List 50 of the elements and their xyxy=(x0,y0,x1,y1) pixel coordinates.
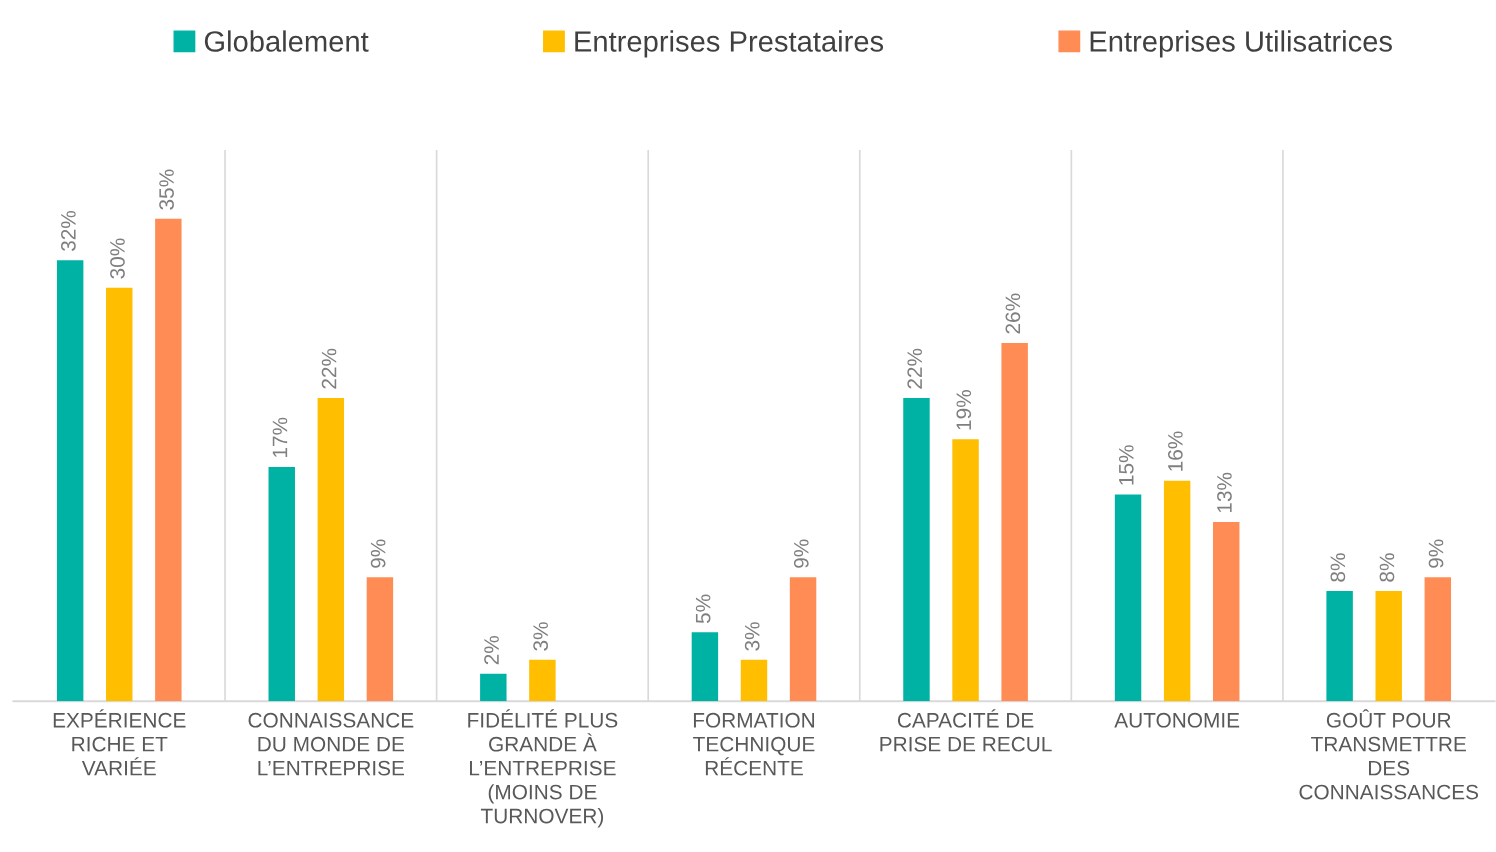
bar xyxy=(740,659,768,702)
data-label: 16% xyxy=(1167,431,1183,471)
bar xyxy=(366,577,394,702)
bar xyxy=(1114,494,1142,702)
data-label: 26% xyxy=(1005,293,1021,334)
bar xyxy=(1424,577,1452,702)
x-tick-label: FORMATION TECHNIQUE RÉCENTE xyxy=(693,712,815,776)
data-label: 22% xyxy=(321,348,337,389)
data-label: 3% xyxy=(744,622,760,651)
data-label: 19% xyxy=(956,390,972,430)
x-tick-label: CAPACITÉ DE PRISE DE RECUL xyxy=(880,709,1052,752)
data-label: 2% xyxy=(484,635,499,665)
bar xyxy=(317,398,345,702)
bar xyxy=(529,659,556,702)
bar xyxy=(1163,480,1191,702)
bar xyxy=(1001,342,1028,702)
bar xyxy=(480,673,507,702)
x-tick-label: FIDÉLITÉ PLUS GRANDE À L’ENTREPRISE (MOINS DE TURNOVER) xyxy=(468,709,618,828)
legend-label: Entreprises Utilisatrices xyxy=(1090,30,1392,58)
data-label: 3% xyxy=(533,622,548,651)
bar xyxy=(1326,590,1353,702)
data-label: 32% xyxy=(61,210,76,252)
data-label: 9% xyxy=(793,539,809,568)
x-tick-label: AUTONOMIE xyxy=(1114,712,1240,728)
x-tick-label: EXPÉRIENCE RICHE ET VARIÉE xyxy=(53,709,186,776)
legend-label: Globalement xyxy=(204,30,369,52)
bar xyxy=(1375,590,1402,702)
data-label: 9% xyxy=(370,539,386,568)
data-label: 5% xyxy=(695,594,711,624)
bar xyxy=(1213,522,1240,702)
legend-label: Entreprises Prestataires xyxy=(575,30,884,58)
bar xyxy=(952,439,979,702)
data-label: 8% xyxy=(1330,553,1346,582)
data-label: 22% xyxy=(907,348,922,389)
data-label: 35% xyxy=(159,169,174,210)
bar xyxy=(155,218,182,702)
bar xyxy=(56,260,84,702)
x-tick-label: CONNAISSANCE DU MONDE DE L’ENTREPRISE xyxy=(248,712,414,776)
data-label: 15% xyxy=(1118,445,1134,485)
x-tick-label: GOÛT POUR TRANSMETTRE DES CONNAISSANCES xyxy=(1299,709,1479,800)
data-label: 17% xyxy=(272,417,288,457)
bar xyxy=(789,577,817,702)
bar xyxy=(106,287,133,702)
bar xyxy=(903,398,930,702)
data-label: 9% xyxy=(1428,539,1444,568)
bar xyxy=(691,632,719,702)
data-label: 13% xyxy=(1217,472,1232,513)
bar xyxy=(268,466,295,702)
data-label: 8% xyxy=(1379,553,1395,582)
data-label: 30% xyxy=(110,238,125,279)
